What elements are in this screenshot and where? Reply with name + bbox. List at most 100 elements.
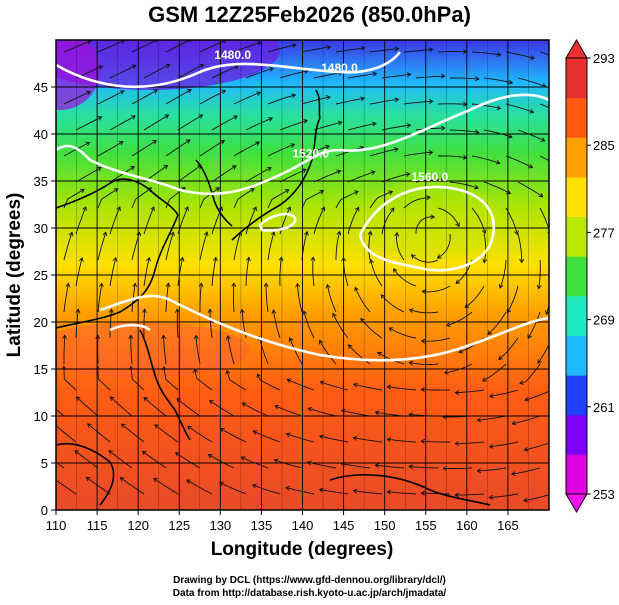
streamline	[177, 164, 202, 183]
streamline	[537, 343, 549, 364]
streamline-arrowhead	[274, 404, 280, 410]
streamline-arrowhead	[482, 377, 487, 382]
streamline	[415, 75, 445, 79]
streamline-arrowhead	[256, 373, 261, 379]
streamline-arrowhead	[220, 140, 226, 145]
streamline	[381, 73, 411, 79]
streamline-arrowhead	[354, 206, 360, 212]
streamline-arrowhead	[324, 144, 330, 150]
streamline	[245, 257, 250, 287]
streamline	[177, 257, 184, 287]
streamline-arrowhead	[325, 95, 331, 101]
streamline	[360, 318, 383, 339]
streamline	[143, 206, 155, 235]
streamline	[267, 94, 296, 105]
streamline-arrowhead	[443, 369, 449, 375]
y-tick-label: 15	[34, 362, 48, 377]
streamline-arrowhead	[528, 163, 534, 169]
streamline-arrowhead	[154, 424, 159, 429]
streamline-arrowhead	[301, 168, 307, 174]
streamline-arrowhead	[141, 308, 147, 314]
streamline	[409, 309, 439, 314]
colorbar-ticks: 253 261 269 277 285 293	[587, 51, 615, 502]
streamline	[343, 257, 349, 287]
streamline-arrowhead	[41, 451, 45, 455]
streamline-arrowhead	[536, 284, 542, 290]
x-tick-label: 115	[87, 518, 108, 533]
streamline	[487, 311, 507, 335]
streamline-arrowhead	[420, 338, 426, 344]
streamline-arrowhead	[476, 417, 482, 423]
streamline	[437, 51, 467, 53]
streamline-arrowhead	[541, 83, 547, 88]
warm-patch	[56, 322, 250, 378]
streamline	[505, 155, 533, 168]
streamline-arrowhead	[65, 282, 71, 288]
streamline	[387, 491, 417, 495]
streamline-arrowhead	[389, 207, 395, 213]
streamline-arrowhead	[197, 164, 203, 169]
y-tick-label: 35	[34, 174, 48, 189]
streamline	[303, 310, 315, 339]
streamline	[211, 165, 237, 183]
streamline-arrowhead	[225, 335, 231, 340]
streamline-arrowhead	[523, 497, 528, 503]
streamline-arrowhead	[75, 308, 81, 314]
streamline	[177, 64, 204, 79]
x-tick-label: 130	[209, 518, 231, 533]
streamline-arrowhead	[165, 282, 171, 288]
streamline-arrowhead	[507, 133, 513, 139]
streamline	[153, 478, 179, 495]
y-axis-ticks: 0 5 10 15 20 25 30 35 40 45	[34, 80, 56, 518]
streamline	[56, 461, 65, 469]
streamline	[421, 492, 450, 495]
streamline	[199, 90, 226, 105]
streamline-arrowhead	[136, 231, 142, 237]
streamline-arrowhead	[119, 477, 125, 482]
streamline-arrowhead	[462, 154, 468, 160]
streamline	[131, 40, 158, 53]
streamline-arrowhead	[388, 327, 394, 332]
streamline	[375, 411, 405, 417]
streamline	[354, 287, 371, 313]
streamline	[381, 207, 395, 235]
streamline-arrowhead	[233, 115, 238, 120]
streamline	[63, 40, 91, 53]
streamline-arrowhead	[78, 257, 84, 262]
streamline	[274, 459, 303, 469]
streamline-arrowhead	[42, 397, 46, 401]
streamline-arrowhead	[278, 256, 284, 262]
colorbar-segment	[566, 58, 587, 99]
streamline-arrowhead	[284, 189, 290, 194]
streamline	[143, 397, 167, 417]
streamline-arrowhead	[325, 283, 331, 289]
streamline-arrowhead	[203, 231, 209, 237]
streamline	[209, 400, 235, 417]
streamline	[489, 441, 519, 448]
streamline-arrowhead	[170, 231, 175, 237]
streamline-arrowhead	[303, 230, 309, 236]
streamline-arrowhead	[511, 420, 517, 426]
streamline	[252, 484, 281, 495]
streamline-arrowhead	[128, 365, 134, 371]
streamline	[301, 145, 330, 157]
contour-label: 1480.0	[321, 61, 358, 75]
streamline-arrowhead	[481, 229, 487, 235]
streamline	[272, 309, 281, 339]
streamline-arrowhead	[374, 463, 380, 468]
credit-data-source: Data from http://database.rish.kyoto-u.a…	[172, 588, 447, 599]
streamline-arrowhead	[186, 89, 192, 94]
streamline-arrowhead	[150, 206, 155, 211]
streamline-arrowhead	[155, 40, 159, 44]
streamline	[421, 337, 451, 342]
streamline	[455, 493, 485, 496]
streamline-arrowhead	[249, 188, 255, 193]
streamline	[539, 103, 549, 109]
streamline	[74, 450, 99, 469]
streamline-arrowhead	[386, 489, 392, 495]
streamline	[109, 206, 121, 235]
streamline-arrowhead	[85, 90, 91, 96]
streamline	[279, 70, 308, 79]
contour-label: 1480.0	[214, 48, 251, 62]
streamline-arrowhead	[394, 97, 400, 103]
